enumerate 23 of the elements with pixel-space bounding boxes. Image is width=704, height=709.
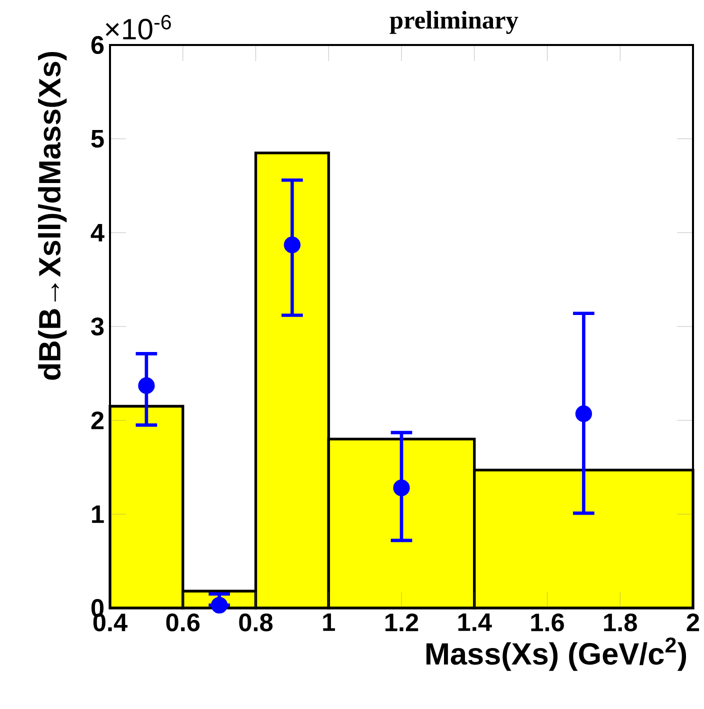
text: preliminary [390, 10, 518, 34]
y-tick-label: 3 [90, 318, 104, 336]
x-tick-label: 1.2 [385, 613, 418, 632]
y-tick-label: 1 [92, 505, 104, 523]
y-tick-label: 4 [90, 224, 104, 242]
y-tick-label: 2 [91, 411, 104, 430]
x-tick-label: 1.8 [604, 613, 637, 632]
point [210, 596, 228, 614]
point [138, 377, 155, 394]
x-tick-label: 1.4 [458, 613, 492, 631]
text: ×10$^{-6}$ [106, 14, 171, 40]
point [284, 236, 300, 254]
y-tick-label: 6 [91, 36, 104, 54]
x-axis-title: Mass(Xs) (GeV/c$^{2}$) [426, 637, 686, 671]
y-axis-title: dB(B→Xsll)/dMass(Xs) [38, 52, 66, 380]
point [575, 405, 592, 422]
x-tick-label: 0.6 [166, 613, 200, 632]
x-tick-label: 2 [686, 613, 699, 632]
x-tick-label: 0.8 [238, 613, 272, 632]
x-tick-label: 1 [322, 613, 335, 631]
point [392, 480, 410, 496]
y-tick-label: 5 [91, 130, 104, 148]
x-tick-label: 1.6 [531, 613, 564, 632]
